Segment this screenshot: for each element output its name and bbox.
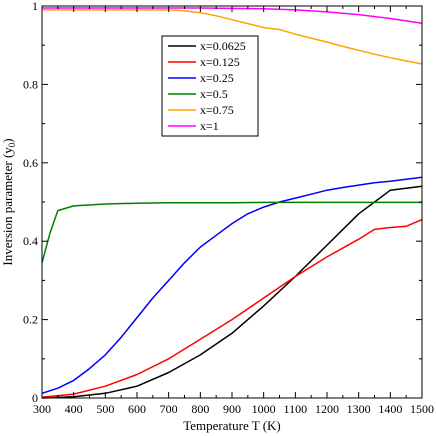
series-line-3	[41, 201, 422, 263]
x-tick-label: 1100	[284, 402, 308, 416]
legend-label-4: x=0.75	[200, 103, 234, 117]
series-line-0	[41, 185, 423, 399]
legend-label-3: x=0.5	[200, 87, 228, 101]
x-tick-label: 1500	[410, 402, 434, 416]
y-tick-label: 0.6	[23, 156, 38, 170]
x-tick-label: 1200	[315, 402, 339, 416]
y-axis-label: Inversion parameter (y0)	[0, 138, 17, 265]
legend-label-2: x=0.25	[200, 71, 234, 85]
x-tick-label: 600	[128, 402, 146, 416]
y-tick-label: 0.8	[23, 77, 38, 91]
legend-label-1: x=0.125	[200, 55, 240, 69]
y-axis-label-close: )	[0, 138, 15, 142]
x-tick-label: 1400	[378, 402, 402, 416]
legend-box	[161, 35, 259, 137]
series-line-2	[41, 176, 423, 395]
ticks-layer: 300 400 500 600 700 800 900 1000 1100 1200 1300 140…	[23, 0, 434, 416]
y-tick-label: 0.4	[23, 234, 38, 248]
x-tick-label: 500	[96, 402, 114, 416]
x-tick-label: 1000	[252, 402, 276, 416]
x-axis-label: Temperature T (K)	[183, 418, 281, 433]
y-tick-label: 0.2	[23, 313, 38, 327]
x-tick-label: 700	[160, 402, 178, 416]
x-tick-label: 1300	[347, 402, 371, 416]
legend-label-0: x=0.0625	[200, 39, 246, 53]
x-tick-label: 400	[65, 402, 83, 416]
series-line-1	[41, 218, 423, 398]
y-axis-label-subscript: 0	[7, 142, 17, 147]
series-line-4	[42, 9, 423, 65]
y-axis-label-main: Inversion parameter (y	[0, 147, 15, 266]
x-tick-label: 900	[223, 402, 241, 416]
legend-label-5: x=1	[200, 119, 219, 133]
x-tick-label: 800	[191, 402, 209, 416]
y-tick-label: 1	[32, 0, 38, 13]
y-tick-label: 0	[32, 391, 38, 405]
legend: x=0.0625 x=0.125 x=0.25 x=0.5 x=0.75 x=1	[161, 35, 259, 137]
x-tick-label: 300	[33, 402, 51, 416]
